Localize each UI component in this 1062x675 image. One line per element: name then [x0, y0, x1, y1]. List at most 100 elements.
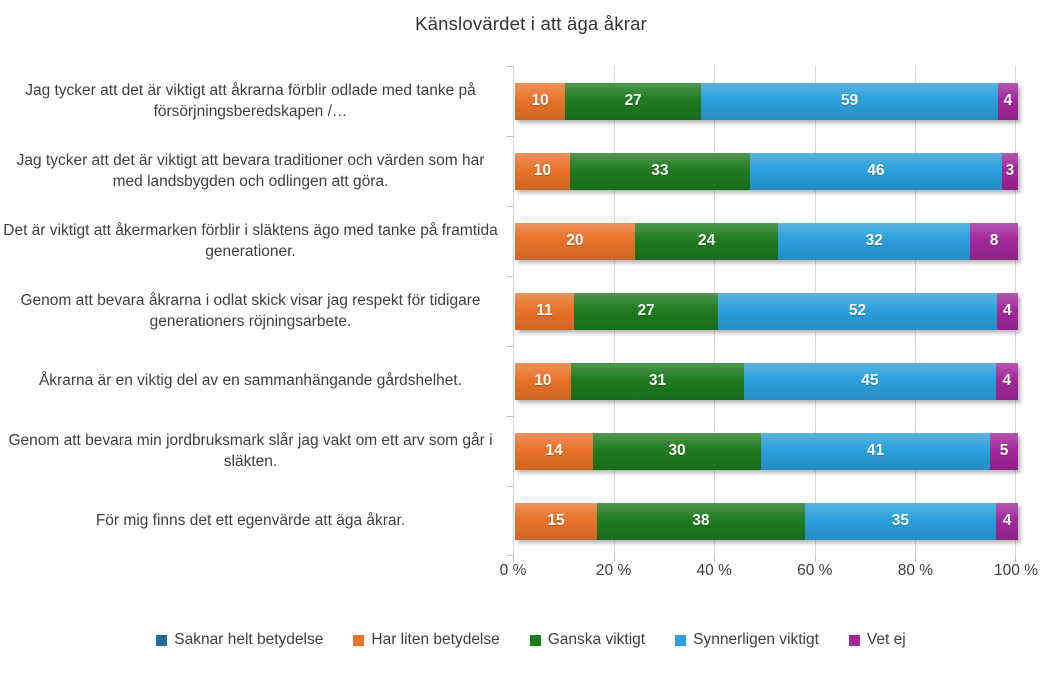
category-label: Genom att bevara min jordbruksmark slår … — [8, 431, 493, 470]
segment-value: 27 — [624, 92, 642, 109]
bar-segment: 45 — [744, 362, 996, 400]
legend-swatch-icon — [675, 634, 687, 646]
category-label: Genom att bevara åkrarna i odlat skick v… — [20, 291, 481, 330]
legend-item: Har liten betydelse — [353, 631, 500, 649]
x-axis-label: 100 % — [994, 562, 1038, 579]
segment-value: 11 — [536, 302, 553, 319]
segment-value: 14 — [545, 442, 563, 459]
bar-segment: 46 — [750, 152, 1002, 190]
bar-segment: 4 — [997, 82, 1018, 120]
category-label: För mig finns det ett egenvärde att äga … — [95, 512, 406, 530]
bar-segment: 27 — [573, 292, 719, 330]
chart-row: Jag tycker att det är viktigt att åkrarn… — [0, 66, 1062, 136]
stacked-bar: 10 27 59 4 — [515, 82, 1018, 120]
stacked-bar: 10 33 46 3 — [515, 152, 1018, 190]
segment-value: 30 — [668, 442, 686, 459]
legend-label: Ganska viktigt — [547, 631, 646, 648]
x-axis-tick — [513, 556, 514, 562]
y-axis-tick — [507, 416, 513, 417]
segment-value: 31 — [648, 372, 667, 389]
segment-value: 41 — [866, 442, 885, 459]
segment-value: 32 — [865, 232, 883, 249]
chart-row: Jag tycker att det är viktigt att bevara… — [0, 136, 1062, 206]
legend-swatch-icon — [529, 634, 541, 646]
segment-value: 4 — [1002, 512, 1012, 529]
category-label: Åkrarna är en viktig del av en sammanhän… — [38, 372, 463, 390]
x-axis-tick — [613, 556, 615, 562]
bar-segment: 15 — [515, 502, 597, 540]
bar-segment: 35 — [804, 502, 997, 540]
bar-segment: 27 — [565, 82, 702, 120]
segment-value: 4 — [1002, 372, 1012, 389]
segment-value: 46 — [867, 162, 885, 179]
segment-value: 27 — [637, 302, 655, 319]
plot-area: Jag tycker att det är viktigt att åkrarn… — [0, 66, 1062, 562]
bar-segment: 3 — [1001, 152, 1018, 190]
stacked-bar: 10 31 45 4 — [515, 362, 1018, 400]
segment-value: 38 — [692, 512, 710, 529]
bar-segment: 5 — [990, 432, 1018, 470]
legend-item: Ganska viktigt — [529, 631, 646, 649]
segment-value: 33 — [651, 162, 669, 179]
y-axis-tick — [507, 136, 513, 137]
stacked-bar: 20 24 32 8 — [515, 222, 1018, 260]
y-axis-tick — [507, 346, 513, 347]
segment-value: 8 — [989, 232, 999, 249]
chart-row: För mig finns det ett egenvärde att äga … — [0, 486, 1062, 556]
chart-row: Åkrarna är en viktig del av en sammanhän… — [0, 346, 1062, 416]
bar-rows: Jag tycker att det är viktigt att åkrarn… — [0, 66, 1062, 556]
gridline — [513, 66, 514, 556]
segment-value: 59 — [840, 92, 859, 109]
stacked-bar: 11 27 52 4 — [515, 292, 1018, 330]
bar-segment: 33 — [569, 152, 751, 190]
x-axis-label: 40 % — [696, 562, 732, 579]
segment-value: 4 — [1002, 302, 1012, 319]
legend-swatch-icon — [353, 634, 365, 646]
bar-segment: 10 — [515, 362, 571, 400]
bar-segment: 30 — [593, 432, 761, 470]
bar-segment: 14 — [515, 432, 594, 470]
segment-value: 5 — [999, 442, 1009, 459]
x-axis-label: 20 % — [595, 562, 632, 579]
bar-slot: 10 31 45 4 — [515, 362, 1018, 400]
y-axis-tick — [507, 66, 513, 67]
chart-row: Genom att bevara min jordbruksmark slår … — [0, 416, 1062, 486]
bar-segment: 10 — [515, 152, 570, 190]
segment-value: 35 — [891, 512, 910, 529]
chart-row: Det är viktigt att åkermarken förblir i … — [0, 206, 1062, 276]
y-axis-tick — [507, 206, 513, 207]
segment-value: 10 — [533, 162, 551, 179]
segment-value: 24 — [697, 232, 716, 249]
segment-value: 10 — [534, 372, 552, 389]
stacked-bar: 15 38 35 4 — [515, 502, 1018, 540]
bar-segment: 59 — [701, 82, 998, 120]
bar-slot: 10 33 46 3 — [515, 152, 1018, 190]
segment-value: 15 — [547, 512, 565, 529]
bar-segment: 52 — [718, 292, 997, 330]
bar-segment: 20 — [515, 222, 635, 260]
bar-segment: 41 — [760, 432, 991, 470]
bar-slot: 11 27 52 4 — [515, 292, 1018, 330]
x-axis-label: 80 % — [897, 562, 934, 579]
segment-value: 4 — [1003, 92, 1013, 109]
chart-row: Genom att bevara åkrarna i odlat skick v… — [0, 276, 1062, 346]
x-axis-tick — [1015, 556, 1016, 562]
bar-segment: 4 — [996, 502, 1018, 540]
legend-swatch-icon — [156, 634, 168, 646]
segment-value: 10 — [531, 92, 549, 109]
bar-segment: 10 — [515, 82, 566, 120]
y-axis-tick — [507, 486, 513, 487]
x-axis-tick — [714, 556, 716, 562]
legend-label: Har liten betydelse — [371, 631, 500, 648]
chart-title: Känslovärdet i att äga åkrar — [415, 13, 647, 34]
bar-slot: 14 30 41 5 — [515, 432, 1018, 470]
bar-segment: 24 — [634, 222, 779, 260]
category-label: Jag tycker att det är viktigt att bevara… — [16, 151, 485, 190]
x-axis: 0 % 20 % 40 % 60 % 80 % 100 % — [500, 562, 1038, 584]
y-axis-tick — [507, 555, 513, 556]
segment-value: 45 — [861, 372, 879, 389]
bar-segment: 4 — [995, 362, 1018, 400]
stacked-bar: 14 30 41 5 — [515, 432, 1018, 470]
bar-segment: 32 — [778, 222, 971, 260]
